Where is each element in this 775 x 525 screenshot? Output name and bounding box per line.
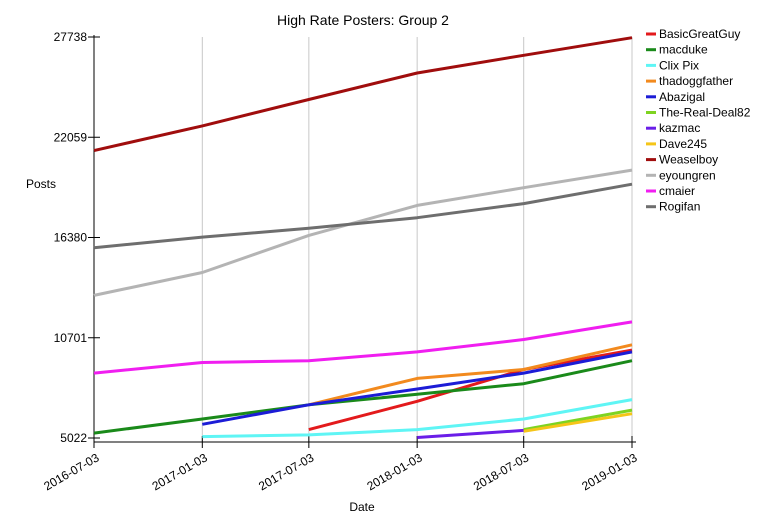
x-tick-label: 2018-07-03: [471, 450, 531, 493]
series-lines: [93, 36, 633, 439]
series-line-Clix Pix: [202, 398, 633, 439]
legend-label: Abazigal: [659, 90, 705, 104]
legend-label: The-Real-Deal82: [659, 106, 751, 120]
x-tick-label: 2017-01-03: [150, 450, 210, 493]
y-tick-label: 16380: [54, 231, 88, 245]
x-axis-label: Date: [349, 500, 375, 514]
series-line-Rogifan: [93, 182, 633, 250]
x-tick-label: 2016-07-03: [41, 450, 101, 493]
legend-label: eyoungren: [659, 168, 716, 182]
x-tick-label: 2018-01-03: [364, 450, 424, 493]
legend-label: Rogifan: [659, 200, 700, 214]
series-line-BasicGreatGuy: [308, 348, 633, 432]
y-tick-label: 10701: [54, 331, 88, 345]
series-line-cmaier: [93, 320, 633, 375]
y-tick-label: 22059: [54, 130, 88, 144]
legend-label: thadoggfather: [659, 74, 733, 88]
grid: [201, 37, 633, 442]
x-tick-label: 2017-07-03: [256, 450, 316, 493]
series-line-thadoggfather: [308, 343, 633, 407]
series-line-Dave245: [523, 412, 633, 433]
y-tick-label: 27738: [54, 30, 88, 44]
legend-label: cmaier: [659, 184, 695, 198]
series-line-The-Real-Deal82: [523, 408, 633, 432]
legend-label: Dave245: [659, 137, 707, 151]
series-line-Abazigal: [202, 350, 633, 426]
legend-label: Weaselboy: [659, 153, 718, 167]
y-tick-label: 5022: [60, 431, 87, 445]
series-line-macduke: [93, 359, 633, 435]
chart-title: High Rate Posters: Group 2: [277, 12, 449, 28]
series-line-kazmac: [417, 428, 524, 439]
legend-label: Clix Pix: [659, 58, 699, 72]
legend-label: kazmac: [659, 121, 700, 135]
legend-label: macduke: [659, 43, 708, 57]
x-tick-label: 2019-01-03: [579, 450, 639, 493]
legend-label: BasicGreatGuy: [659, 27, 740, 41]
series-line-eyoungren: [93, 168, 633, 297]
series-line-Weaselboy: [93, 36, 633, 153]
y-axis-label: Posts: [26, 177, 56, 191]
